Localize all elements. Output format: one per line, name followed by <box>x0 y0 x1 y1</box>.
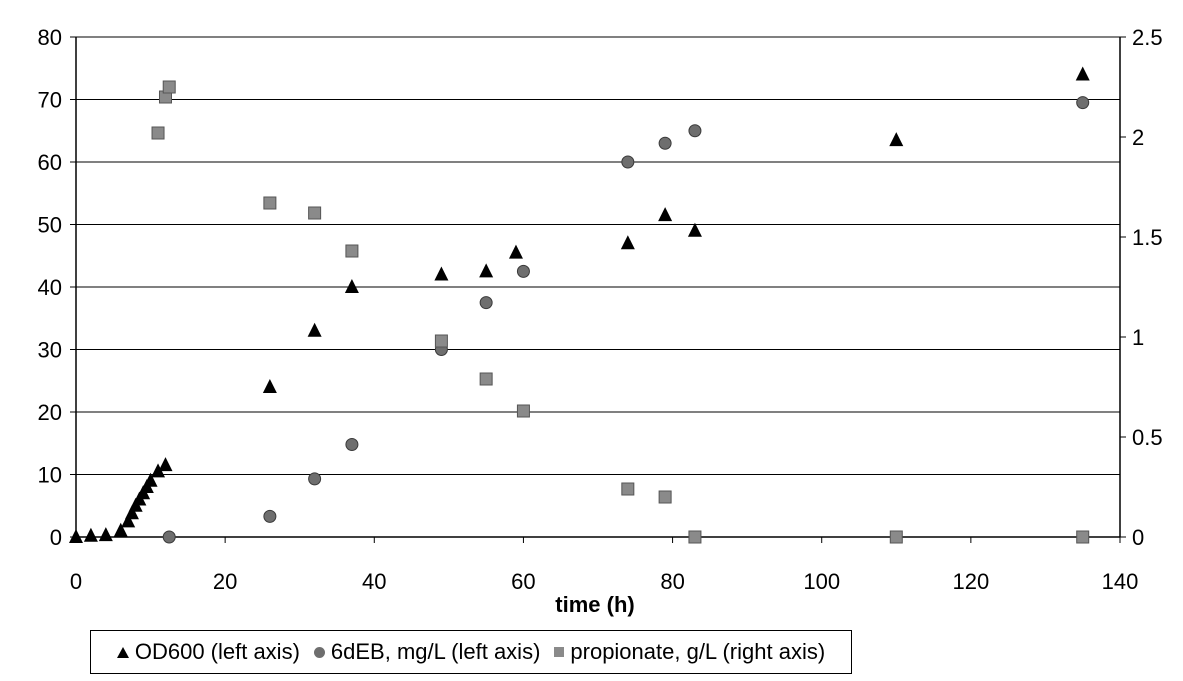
y-tick-label: 70 <box>38 88 62 113</box>
propionate-point <box>889 530 903 544</box>
x-tick-label: 40 <box>362 569 386 594</box>
legend-item-propionate: propionate, g/L (right axis) <box>554 639 825 665</box>
od600-point <box>151 463 166 478</box>
deb-point <box>479 296 493 310</box>
deb-point <box>308 472 322 486</box>
od600-point <box>262 379 277 393</box>
od600-point <box>121 513 136 528</box>
y-tick-label: 10 <box>38 463 62 488</box>
gridlines <box>76 36 1120 475</box>
y-tick-label: 40 <box>38 275 62 300</box>
y2-tick-label: 0.5 <box>1132 425 1163 450</box>
y-tick-label: 30 <box>38 338 62 363</box>
propionate-point <box>479 372 493 386</box>
x-tick-label: 20 <box>213 569 237 594</box>
x-tick-label: 140 <box>1102 569 1139 594</box>
od600-point <box>508 244 523 259</box>
y-tick-label: 50 <box>38 213 62 238</box>
circle-marker-icon <box>313 646 325 658</box>
od600-point <box>344 279 359 293</box>
square-marker-icon <box>554 647 565 657</box>
od600-point <box>658 207 673 222</box>
od600-point <box>124 505 139 520</box>
y-tick-label: 0 <box>50 525 62 550</box>
propionate-point <box>162 80 176 94</box>
deb-point <box>621 155 635 169</box>
propionate-point <box>658 490 672 504</box>
legend-label-od600: OD600 (left axis) <box>134 639 300 664</box>
od600-point <box>307 322 322 337</box>
od600-point <box>143 472 158 487</box>
propionate-point <box>434 334 448 348</box>
propionate-point <box>151 126 165 140</box>
od600-point <box>687 222 702 237</box>
legend-item-6deb: 6dEB, mg/L (left axis) <box>313 639 541 665</box>
deb-point <box>345 438 359 451</box>
propionate-point <box>345 244 359 258</box>
deb-point <box>263 509 277 523</box>
deb-point <box>658 136 672 150</box>
od600-point <box>113 522 128 537</box>
propionate-point <box>1076 530 1090 544</box>
y2-tick-label: 1 <box>1132 325 1144 350</box>
deb-point <box>516 264 530 278</box>
x-tick-label: 0 <box>70 569 82 594</box>
propionate-point <box>263 196 277 210</box>
od600-point <box>98 527 113 542</box>
y2-tick-label: 2.5 <box>1132 25 1163 50</box>
od600-point <box>889 132 904 147</box>
legend-item-od600: OD600 (left axis) <box>116 639 300 665</box>
data-marks <box>69 66 1090 544</box>
y2-tick-label: 0 <box>1132 525 1144 550</box>
propionate-point <box>688 530 702 544</box>
tick-labels: 0 20 40 60 80 100 120 140 0 10 20 30 40 50 60 70 80 0 0.5 1… <box>38 25 1163 594</box>
deb-point <box>1076 96 1090 110</box>
od600-point <box>1075 66 1090 81</box>
legend-label-propionate: propionate, g/L (right axis) <box>570 639 826 664</box>
y-tick-label: 80 <box>38 25 62 50</box>
od600-point <box>158 457 173 472</box>
y2-tick-label: 1.5 <box>1132 225 1163 250</box>
x-tick-label: 100 <box>803 569 840 594</box>
propionate-point <box>308 206 322 220</box>
legend: OD600 (left axis) 6dEB, mg/L (left axis)… <box>90 630 852 674</box>
propionate-point <box>621 482 635 496</box>
od600-point <box>479 263 494 278</box>
x-tick-label: 120 <box>952 569 989 594</box>
y-tick-label: 60 <box>38 150 62 175</box>
od600-point <box>620 235 635 250</box>
od600-point <box>83 527 98 542</box>
axes <box>70 36 1126 543</box>
x-tick-label: 60 <box>511 569 535 594</box>
propionate-point <box>516 404 530 418</box>
legend-label-6deb: 6dEB, mg/L (left axis) <box>330 639 541 664</box>
x-tick-label: 80 <box>660 569 684 594</box>
y-tick-label: 20 <box>38 400 62 425</box>
deb-point <box>688 124 702 138</box>
triangle-marker-icon <box>116 646 129 658</box>
y2-tick-label: 2 <box>1132 125 1144 150</box>
deb-point <box>162 530 176 544</box>
od600-point <box>69 529 83 543</box>
od600-point <box>434 266 449 281</box>
x-axis-label: time (h) <box>555 592 634 617</box>
